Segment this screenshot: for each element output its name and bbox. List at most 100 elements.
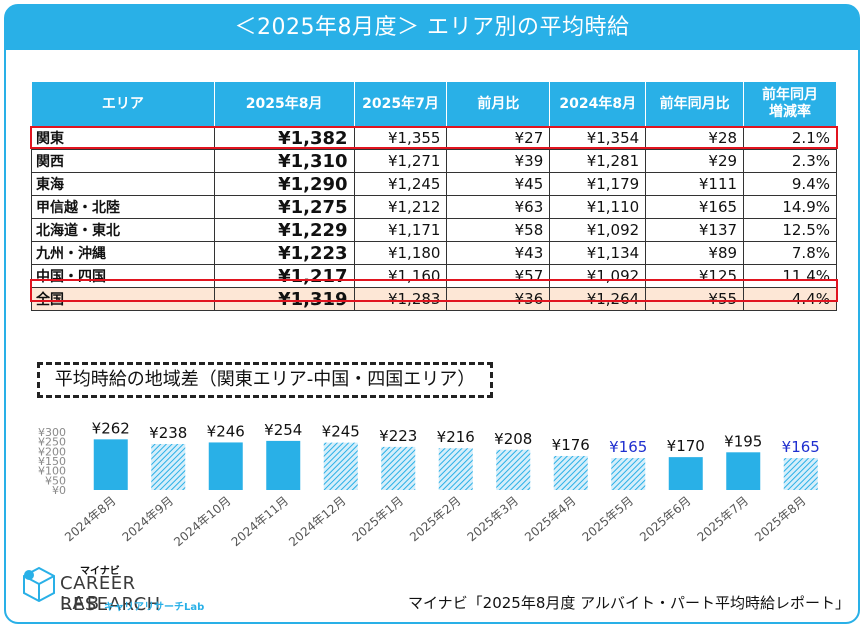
x-tick-label: 2025年3月 bbox=[465, 494, 522, 545]
bar-value-label: ¥195 bbox=[724, 432, 762, 450]
bar bbox=[611, 458, 646, 490]
y-tick-label: ¥150 bbox=[38, 455, 66, 468]
header-area: エリア bbox=[31, 81, 215, 127]
area-cell: 中国・四国 bbox=[31, 264, 215, 288]
value-cell: ¥36 bbox=[446, 287, 551, 311]
value-cell: ¥1,134 bbox=[549, 241, 647, 265]
value-cell: ¥28 bbox=[645, 126, 745, 150]
header-yoy-rate: 前年同月 増減率 bbox=[743, 81, 837, 127]
area-cell: 北海道・東北 bbox=[31, 218, 215, 242]
value-cell: ¥27 bbox=[446, 126, 551, 150]
bar bbox=[726, 452, 761, 490]
bar-value-label: ¥208 bbox=[494, 430, 532, 448]
bar bbox=[496, 449, 531, 490]
logo-career-research-text: CAREER RESEARCH bbox=[60, 573, 161, 615]
x-tick-label: 2024年8月 bbox=[62, 494, 119, 545]
x-tick-label: 2024年10月 bbox=[171, 494, 233, 550]
table-row: 東海 ¥1,290 ¥1,245 ¥45 ¥1,179 ¥111 9.4% bbox=[31, 172, 837, 196]
x-tick-label: 2025年6月 bbox=[637, 494, 694, 545]
value-cell: ¥89 bbox=[645, 241, 745, 265]
value-cell: ¥1,354 bbox=[549, 126, 647, 150]
table-row: 北海道・東北 ¥1,229 ¥1,171 ¥58 ¥1,092 ¥137 12.5% bbox=[31, 218, 837, 242]
value-cell: ¥29 bbox=[645, 149, 745, 173]
bar-value-label: ¥254 bbox=[264, 421, 302, 439]
area-cell: 東海 bbox=[31, 172, 215, 196]
value-cell: ¥63 bbox=[446, 195, 551, 219]
value-cell: 9.4% bbox=[743, 172, 837, 196]
page-title: ＜2025年8月度＞ エリア別の平均時給 bbox=[6, 6, 858, 50]
value-cell: ¥137 bbox=[645, 218, 745, 242]
value-cell: ¥1,092 bbox=[549, 218, 647, 242]
source-note: マイナビ「2025年8月度 アルバイト・パート平均時給レポート」 bbox=[407, 594, 850, 612]
value-cell: ¥1,180 bbox=[353, 241, 448, 265]
value-cell: 7.8% bbox=[743, 241, 837, 265]
value-cell: 4.4% bbox=[743, 287, 837, 311]
logo-lab-text: LAB bbox=[60, 593, 102, 614]
table-header-row: エリア 2025年8月 2025年7月 前月比 2024年8月 前年同月比 前年… bbox=[31, 81, 837, 127]
header-mom: 前月比 bbox=[446, 81, 551, 127]
value-cell: ¥1,355 bbox=[353, 126, 448, 150]
value-cell: ¥1,382 bbox=[213, 126, 355, 150]
area-cell: 九州・沖縄 bbox=[31, 241, 215, 265]
value-cell: 2.3% bbox=[743, 149, 837, 173]
value-cell: ¥57 bbox=[446, 264, 551, 288]
bar-value-label: ¥216 bbox=[437, 428, 475, 446]
header-yoy: 前年同月比 bbox=[645, 81, 745, 127]
career-research-lab-logo: マイナビ CAREER RESEARCH LAB キャリアリサーチLab bbox=[22, 560, 222, 615]
bar-value-label: ¥246 bbox=[207, 422, 245, 440]
bar bbox=[266, 440, 301, 490]
bar bbox=[208, 442, 243, 490]
x-tick-label: 2025年7月 bbox=[695, 494, 752, 545]
value-cell: ¥1,275 bbox=[213, 195, 355, 219]
y-tick-label: ¥100 bbox=[38, 465, 66, 478]
value-cell: ¥43 bbox=[446, 241, 551, 265]
bar bbox=[323, 442, 358, 490]
bar bbox=[553, 455, 588, 490]
area-cell: 関東 bbox=[31, 126, 215, 150]
x-tick-label: 2025年8月 bbox=[752, 494, 809, 545]
value-cell: ¥1,245 bbox=[353, 172, 448, 196]
value-cell: ¥1,229 bbox=[213, 218, 355, 242]
area-cell: 全国 bbox=[31, 287, 215, 311]
bar-value-label: ¥165 bbox=[782, 438, 820, 456]
value-cell: ¥1,319 bbox=[213, 287, 355, 311]
x-tick-label: 2025年5月 bbox=[580, 494, 637, 545]
bar bbox=[151, 443, 186, 490]
table-row: 関東 ¥1,382 ¥1,355 ¥27 ¥1,354 ¥28 2.1% bbox=[31, 126, 837, 150]
bar-value-label: ¥262 bbox=[92, 419, 130, 437]
cube-logo-icon bbox=[23, 566, 55, 602]
bar-value-label: ¥176 bbox=[552, 436, 590, 454]
bar bbox=[93, 439, 128, 490]
value-cell: ¥111 bbox=[645, 172, 745, 196]
header-2025-07: 2025年7月 bbox=[353, 81, 448, 127]
value-cell: ¥165 bbox=[645, 195, 745, 219]
bar bbox=[381, 446, 416, 490]
x-tick-label: 2025年1月 bbox=[350, 494, 407, 545]
value-cell: ¥1,283 bbox=[353, 287, 448, 311]
y-tick-label: ¥250 bbox=[38, 436, 66, 449]
value-cell: ¥58 bbox=[446, 218, 551, 242]
value-cell: ¥45 bbox=[446, 172, 551, 196]
wage-gap-bar-chart: ¥0¥50¥100¥150¥200¥250¥300 ¥262 2024年8月 ¥238… bbox=[38, 419, 820, 550]
value-cell: ¥55 bbox=[645, 287, 745, 311]
header-2024-08: 2024年8月 bbox=[549, 81, 647, 127]
value-cell: 14.9% bbox=[743, 195, 837, 219]
table-row: 中国・四国 ¥1,217 ¥1,160 ¥57 ¥1,092 ¥125 11.4% bbox=[31, 264, 837, 288]
bar bbox=[438, 448, 473, 490]
value-cell: ¥1,217 bbox=[213, 264, 355, 288]
header-2025-08: 2025年8月 bbox=[213, 81, 355, 127]
x-tick-label: 2024年12月 bbox=[286, 494, 348, 550]
y-tick-label: ¥0 bbox=[52, 484, 66, 497]
table-row: 関西 ¥1,310 ¥1,271 ¥39 ¥1,281 ¥29 2.3% bbox=[31, 149, 837, 173]
x-tick-label: 2024年11月 bbox=[229, 494, 291, 550]
value-cell: ¥1,223 bbox=[213, 241, 355, 265]
value-cell: ¥1,092 bbox=[549, 264, 647, 288]
table-row: 九州・沖縄 ¥1,223 ¥1,180 ¥43 ¥1,134 ¥89 7.8% bbox=[31, 241, 837, 265]
x-tick-label: 2025年4月 bbox=[522, 494, 579, 545]
bar-value-label: ¥223 bbox=[379, 427, 417, 445]
logo-mynavi-text: マイナビ bbox=[80, 566, 120, 577]
value-cell: ¥1,310 bbox=[213, 149, 355, 173]
value-cell: ¥1,271 bbox=[353, 149, 448, 173]
value-cell: ¥1,110 bbox=[549, 195, 647, 219]
area-cell: 甲信越・北陸 bbox=[31, 195, 215, 219]
